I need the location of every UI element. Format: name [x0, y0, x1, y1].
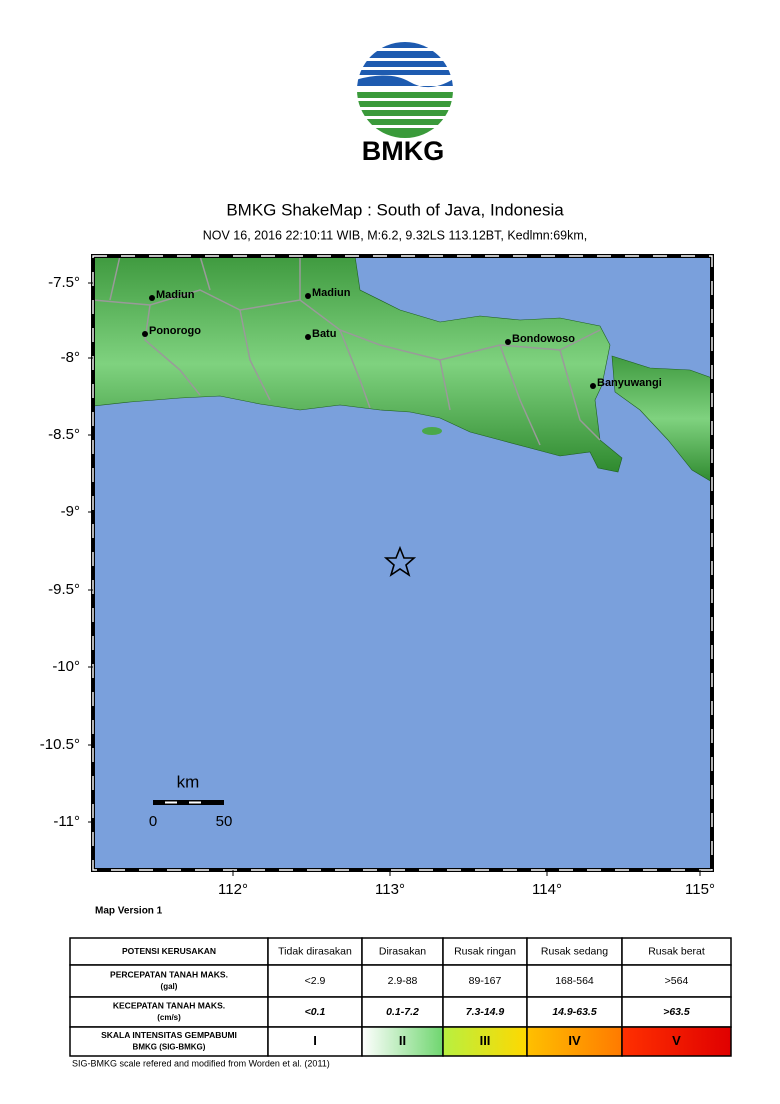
row-header: SKALA INTENSITAS GEMPABUMI — [101, 1030, 237, 1040]
table-value: 14.9-63.5 — [552, 1006, 597, 1018]
city-label: Banyuwangi — [597, 377, 662, 389]
city-dot — [149, 295, 155, 301]
lon-label: 114° — [532, 881, 562, 898]
row-header: KECEPATAN TANAH MAKS. — [113, 1000, 225, 1010]
lon-label: 115° — [685, 881, 715, 898]
table-value: <2.9 — [305, 975, 326, 987]
lat-label: -8° — [61, 349, 80, 366]
table-value: <0.1 — [305, 1006, 326, 1018]
logo — [357, 42, 453, 138]
epicenter — [383, 545, 417, 577]
table-value: 168-564 — [555, 975, 594, 987]
table-value: I — [313, 1033, 317, 1048]
lon-label: 113° — [375, 881, 405, 898]
city-dot — [505, 339, 511, 345]
scale-bar: km 0 50 — [149, 772, 233, 829]
table-value: Rusak ringan — [454, 945, 516, 957]
footnote: SIG-BMKG scale refered and modified from… — [72, 1058, 330, 1068]
city-label: Batu — [312, 328, 336, 340]
row-header: POTENSI KERUSAKAN — [122, 946, 216, 956]
table-value: 0.1-7.2 — [386, 1006, 419, 1018]
subtitle: NOV 16, 2016 22:10:11 WIB, M:6.2, 9.32LS… — [203, 228, 587, 242]
table-value: Tidak dirasakan — [278, 945, 352, 957]
table-value: 7.3-14.9 — [466, 1006, 505, 1018]
table-cell — [267, 1026, 363, 1057]
table-cell — [621, 1026, 732, 1057]
lat-label: -9.5° — [48, 581, 80, 598]
city-label: Bondowoso — [512, 333, 575, 345]
row-header: BMKG (SIG-BMKG) — [133, 1043, 206, 1052]
boundaries — [92, 255, 601, 446]
java-land — [92, 255, 623, 473]
table-value: V — [672, 1033, 681, 1048]
scale-label: 0 — [149, 813, 157, 830]
table-value: Rusak sedang — [541, 945, 608, 957]
title: BMKG ShakeMap : South of Java, Indonesia — [226, 200, 564, 219]
city-label: Madiun — [312, 287, 351, 299]
city-label: Madiun — [156, 289, 195, 301]
lat-label: -11° — [53, 813, 80, 830]
table-value: >63.5 — [663, 1006, 690, 1018]
table-cell — [361, 937, 444, 966]
city-label: Ponorogo — [149, 325, 201, 337]
table-cell — [442, 964, 528, 998]
table-value: >564 — [665, 975, 689, 987]
table-cell — [526, 964, 623, 998]
table-value: Dirasakan — [379, 945, 426, 957]
table-cell — [442, 996, 528, 1028]
lon-label: 112° — [218, 881, 248, 898]
map-version: Map Version 1 — [95, 906, 163, 917]
table-value: 2.9-88 — [388, 975, 418, 987]
lat-label: -10° — [52, 658, 80, 675]
table-value: III — [480, 1033, 491, 1048]
scale-unit: km — [177, 772, 200, 791]
row-header: (cm/s) — [157, 1013, 181, 1022]
table-cell — [526, 1026, 623, 1057]
lat-label: -7.5° — [48, 274, 80, 291]
row-header: PERCEPATAN TANAH MAKS. — [110, 969, 228, 979]
table-value: 89-167 — [469, 975, 502, 987]
scale-label: 50 — [216, 813, 233, 830]
map: km 0 50 — [91, 254, 714, 872]
lat-label: -9° — [61, 503, 80, 520]
city-dot — [590, 383, 596, 389]
table-cell — [267, 996, 363, 1028]
table-cell — [361, 1026, 444, 1057]
table-cell — [69, 937, 269, 966]
island — [422, 427, 442, 435]
lat-label: -8.5° — [48, 426, 80, 443]
map-frame-check — [92, 255, 713, 871]
city-dot — [142, 331, 148, 337]
table-cell — [442, 937, 528, 966]
row-header: (gal) — [161, 982, 178, 991]
table-value: Rusak berat — [648, 945, 705, 957]
logo-text: BMKG — [362, 136, 445, 166]
table-value: II — [399, 1033, 406, 1048]
bali-land — [611, 355, 713, 483]
lat-label: -10.5° — [40, 736, 80, 753]
table-value: IV — [568, 1033, 581, 1048]
city-dot — [305, 293, 311, 299]
city-dot — [305, 334, 311, 340]
